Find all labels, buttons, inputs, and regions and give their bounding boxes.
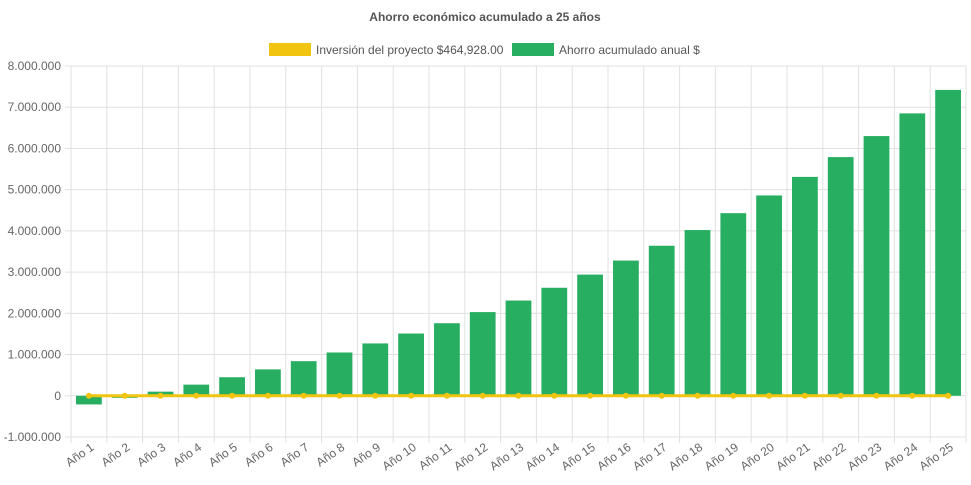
bar[interactable]: [684, 230, 711, 396]
line-point[interactable]: [193, 392, 200, 399]
x-tick-label: Año 20: [738, 440, 777, 473]
x-tick-label: Año 7: [278, 440, 312, 470]
x-tick-label: Año 24: [881, 440, 920, 473]
bar[interactable]: [827, 157, 854, 396]
line-point[interactable]: [264, 392, 271, 399]
x-tick-label: Año 14: [523, 440, 562, 473]
line-point[interactable]: [229, 392, 236, 399]
x-tick-label: Año 22: [809, 440, 848, 473]
x-tick-label: Año 2: [99, 440, 133, 470]
line-point[interactable]: [551, 392, 558, 399]
y-tick-label: 7.000.000: [8, 100, 62, 114]
line-point[interactable]: [945, 392, 952, 399]
bar[interactable]: [290, 361, 317, 396]
line-point[interactable]: [408, 392, 415, 399]
legend-swatch-ahorro: [512, 43, 554, 56]
line-point[interactable]: [300, 392, 307, 399]
bar[interactable]: [720, 213, 747, 396]
line-point[interactable]: [443, 392, 450, 399]
chart-title: Ahorro económico acumulado a 25 años: [369, 10, 601, 24]
line-point[interactable]: [515, 392, 522, 399]
line-point[interactable]: [587, 392, 594, 399]
bar[interactable]: [434, 323, 460, 396]
x-tick-label: Año 5: [206, 440, 240, 470]
bar[interactable]: [255, 369, 281, 396]
line-point[interactable]: [85, 392, 92, 399]
line-point[interactable]: [909, 392, 916, 399]
y-tick-label: 5.000.000: [8, 183, 62, 197]
line-point[interactable]: [658, 392, 665, 399]
y-tick-label: -1.000.000: [4, 430, 62, 444]
y-tick-label: 4.000.000: [8, 224, 62, 238]
x-tick-label: Año 21: [773, 440, 812, 473]
x-tick-label: Año 18: [666, 440, 705, 473]
x-tick-label: Año 13: [487, 440, 526, 473]
grid: [65, 65, 967, 443]
bar[interactable]: [183, 384, 210, 396]
bar[interactable]: [76, 395, 102, 405]
line-point[interactable]: [622, 392, 629, 399]
x-tick-label: Año 4: [170, 440, 204, 470]
bar[interactable]: [505, 300, 532, 396]
bar[interactable]: [541, 287, 568, 396]
x-tick-label: Año 17: [630, 440, 669, 473]
x-tick-label: Año 12: [451, 440, 490, 473]
x-axis-ticks: Año 1 Año 2 Año 3 Año 4 Año 5 Año 6 Año 7 Año 8…: [63, 440, 956, 473]
legend-label-inversion: Inversión del proyecto $464,928.00: [316, 43, 504, 57]
bar[interactable]: [219, 377, 245, 396]
line-point[interactable]: [766, 392, 773, 399]
line-point[interactable]: [873, 392, 880, 399]
bar[interactable]: [469, 312, 496, 396]
line-point[interactable]: [694, 392, 701, 399]
x-tick-label: Año 16: [594, 440, 633, 473]
line-series: [85, 392, 952, 399]
bar[interactable]: [577, 274, 603, 396]
x-tick-label: Año 3: [135, 440, 169, 470]
bar[interactable]: [935, 89, 961, 396]
x-tick-label: Año 10: [380, 440, 419, 473]
legend-label-ahorro: Ahorro acumulado anual $: [559, 43, 700, 57]
y-tick-label: 8.000.000: [8, 59, 62, 73]
y-axis-ticks: 8.000.000 7.000.000 6.000.000 5.000.000 4.00…: [4, 59, 62, 444]
line-point[interactable]: [372, 392, 379, 399]
line-point[interactable]: [479, 392, 486, 399]
y-tick-label: 1.000.000: [8, 348, 62, 362]
x-tick-label: Año 6: [242, 440, 276, 470]
bar[interactable]: [326, 352, 353, 396]
bar[interactable]: [398, 333, 424, 396]
x-tick-label: Año 11: [416, 440, 455, 473]
line-point[interactable]: [730, 392, 737, 399]
x-tick-label: Año 1: [63, 440, 97, 470]
bar[interactable]: [899, 113, 926, 396]
y-tick-label: 6.000.000: [8, 141, 62, 155]
x-tick-label: Año 8: [314, 440, 348, 470]
legend-swatch-inversion: [269, 43, 311, 56]
line-point[interactable]: [121, 392, 128, 399]
bar-series: [76, 89, 961, 405]
legend[interactable]: Inversión del proyecto $464,928.00 Ahorr…: [269, 43, 700, 57]
y-tick-label: 3.000.000: [8, 265, 62, 279]
bar[interactable]: [792, 176, 818, 396]
x-tick-label: Año 9: [349, 440, 383, 470]
bar[interactable]: [648, 245, 675, 396]
bar[interactable]: [613, 260, 639, 396]
x-tick-label: Año 15: [559, 440, 598, 473]
bar[interactable]: [863, 136, 890, 396]
bar[interactable]: [362, 343, 389, 396]
line-point[interactable]: [801, 392, 808, 399]
x-tick-label: Año 23: [845, 440, 884, 473]
bar[interactable]: [756, 195, 782, 396]
line-point[interactable]: [837, 392, 844, 399]
x-tick-label: Año 19: [702, 440, 741, 473]
x-tick-label: Año 25: [917, 440, 956, 473]
y-tick-label: 2.000.000: [8, 306, 62, 320]
line-point[interactable]: [157, 392, 164, 399]
y-tick-label: 0: [54, 389, 61, 403]
line-point[interactable]: [336, 392, 343, 399]
